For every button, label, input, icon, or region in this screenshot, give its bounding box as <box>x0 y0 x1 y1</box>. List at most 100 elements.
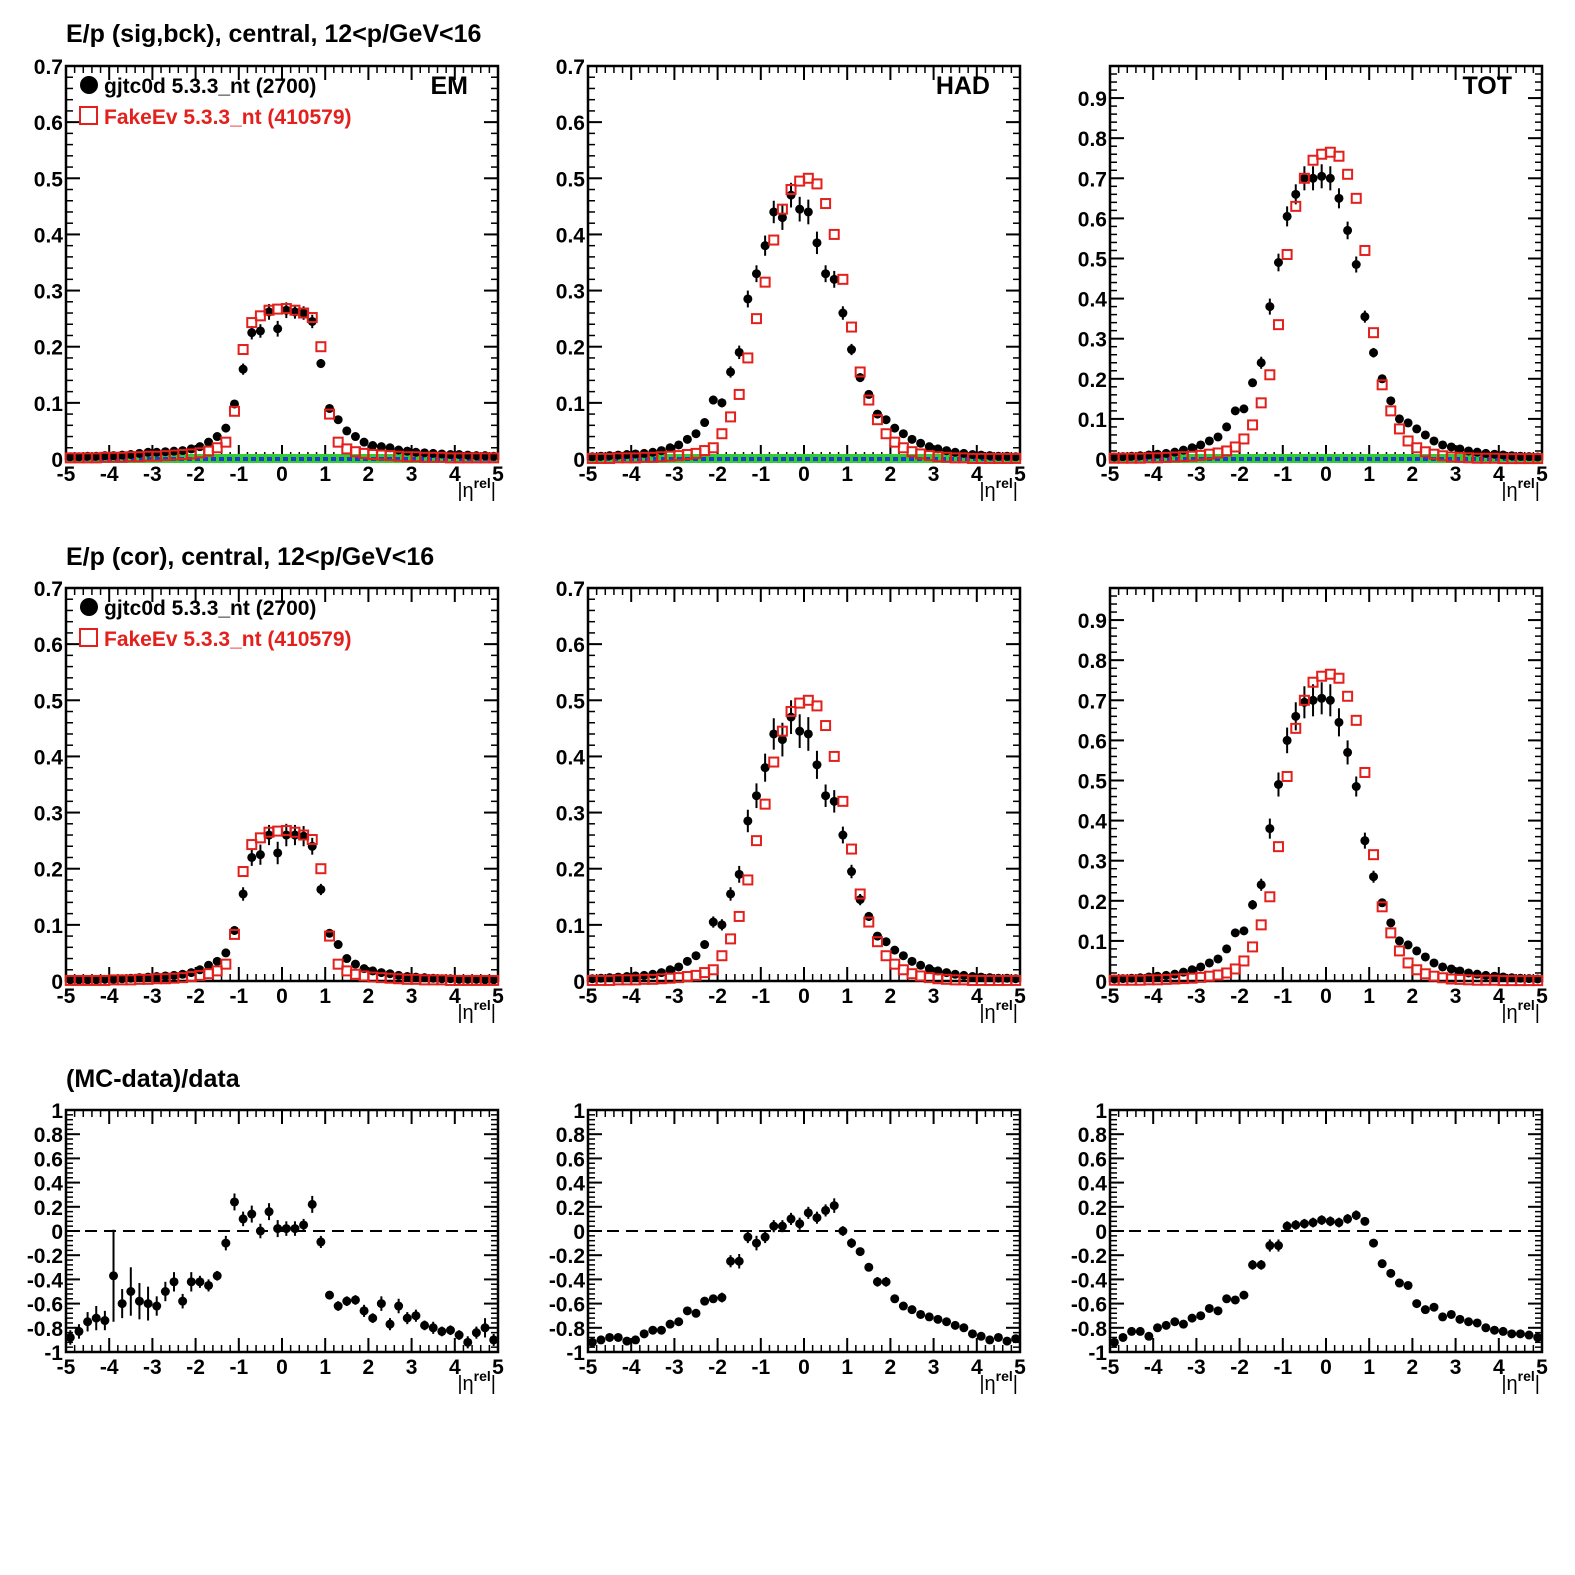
y-tick-label: -0.2 <box>549 1245 585 1268</box>
data-point <box>1256 1260 1266 1270</box>
y-tick-label: 0.2 <box>556 1197 585 1220</box>
x-tick-label: -2 <box>1230 985 1249 1008</box>
data-point <box>691 951 701 961</box>
data-point <box>325 403 335 413</box>
mc-point <box>1272 319 1284 331</box>
data-point <box>1360 836 1370 846</box>
chart-em-sigbck: 0 0.1 0.2 0.3 0.4 0.5 0.6 0.7 -5 -4 -3 -2 -1 0 1 2 3 4 5|η… <box>34 56 504 502</box>
mc-point <box>707 442 719 454</box>
y-tick-label: 0.4 <box>34 224 64 247</box>
data-point <box>872 409 882 419</box>
data-point <box>480 975 490 985</box>
x-tick-label: 2 <box>1407 1356 1419 1379</box>
y-tick-label: 0.1 <box>1078 931 1108 954</box>
column-label: EM <box>431 72 469 100</box>
data-point <box>325 1290 335 1300</box>
chart-tot-sigbck: 0 0.1 0.2 0.3 0.4 0.5 0.6 0.7 0.8 0.9 -5 -4 -3 -2 -1 0 1… <box>1078 64 1548 502</box>
data-point <box>1109 452 1119 462</box>
data-point <box>1420 952 1430 962</box>
data-point <box>221 423 231 433</box>
data-point <box>665 443 675 453</box>
mc-point <box>1532 975 1544 987</box>
x-tick-label: -1 <box>229 985 248 1008</box>
y-tick-label: 0.7 <box>1078 168 1107 191</box>
x-tick-label: -4 <box>1144 1356 1163 1379</box>
data-point <box>734 869 744 879</box>
mc-point <box>211 442 223 454</box>
mc-point <box>880 950 892 962</box>
data-point <box>1455 966 1465 976</box>
data-point <box>1369 872 1379 882</box>
data-point <box>342 426 352 436</box>
x-tick-label: -3 <box>143 463 162 486</box>
data-point <box>1248 378 1258 388</box>
data-point <box>126 1287 136 1296</box>
legend-mc-marker <box>79 106 98 125</box>
data-point <box>1282 735 1292 745</box>
mc-point <box>315 341 327 353</box>
x-tick-label: -1 <box>229 463 248 486</box>
series-mc <box>1108 668 1544 987</box>
data-point <box>1153 1323 1163 1333</box>
data-point <box>1343 747 1353 757</box>
x-tick-label: -3 <box>665 985 684 1008</box>
data-point <box>454 1330 464 1340</box>
data-point <box>1161 1320 1171 1330</box>
chart-em-ratio: -1-0.8-0.6-0.4-0.200.20.40.60.81-5 -4 -3 -2… <box>27 1100 504 1395</box>
x-tick-label: -1 <box>751 463 770 486</box>
x-tick-label: 4 <box>971 463 983 486</box>
data-point <box>74 975 84 985</box>
data-point <box>333 415 343 425</box>
plot-frame <box>586 64 1022 461</box>
mc-point <box>1350 192 1362 204</box>
y-tick-label: 0.6 <box>1078 1148 1107 1171</box>
legend: gjtc0d 5.3.3_nt (2700) FakeEv 5.3.3_nt (4… <box>79 597 352 651</box>
y-tick-label: 0 <box>1095 971 1107 994</box>
mc-point <box>1333 150 1345 162</box>
data-point <box>1230 406 1240 416</box>
y-tick-label: 0.8 <box>556 1124 586 1147</box>
data-point <box>777 1221 787 1231</box>
data-point <box>1369 348 1379 358</box>
mc-point <box>854 888 866 900</box>
data-point <box>967 1329 977 1339</box>
data-point <box>1308 1218 1318 1228</box>
mc-point <box>837 795 849 807</box>
data-point <box>1282 1221 1292 1231</box>
data-point <box>769 729 779 739</box>
data-point <box>829 1201 839 1211</box>
chart-had-cor: 0 0.1 0.2 0.3 0.4 0.5 0.6 0.7 -5 -4 -3 -2 -1 0 1 2 3 4 5|η… <box>556 578 1026 1024</box>
data-point <box>247 328 257 338</box>
mc-point <box>306 312 318 324</box>
y-tick-label: 0.2 <box>34 337 63 360</box>
data-point <box>402 446 412 456</box>
data-point <box>847 1238 857 1248</box>
data-point <box>1204 958 1214 968</box>
data-point <box>812 760 822 770</box>
data-point <box>1360 312 1370 322</box>
data-point <box>134 1296 144 1306</box>
data-point <box>821 791 831 801</box>
data-point <box>726 367 736 377</box>
data-point <box>255 326 265 336</box>
data-point <box>359 437 369 447</box>
x-tick-label: -3 <box>1187 463 1206 486</box>
data-point <box>855 1247 865 1257</box>
mc-point <box>254 310 266 322</box>
data-point <box>1515 1329 1525 1339</box>
data-point <box>648 1325 658 1335</box>
x-tick-label: 2 <box>363 1356 375 1379</box>
data-point <box>700 1296 710 1306</box>
data-point <box>376 1299 386 1309</box>
data-point <box>290 1224 300 1234</box>
data-point <box>864 1262 874 1272</box>
data-point <box>1377 1259 1387 1269</box>
mc-point <box>1238 433 1250 445</box>
data-point <box>1438 962 1448 972</box>
data-point <box>1429 958 1439 968</box>
data-point <box>454 974 464 984</box>
x-tick-label: -5 <box>1101 463 1120 486</box>
data-point <box>1170 1317 1180 1327</box>
data-point <box>1420 1305 1430 1315</box>
data-point <box>325 928 335 938</box>
